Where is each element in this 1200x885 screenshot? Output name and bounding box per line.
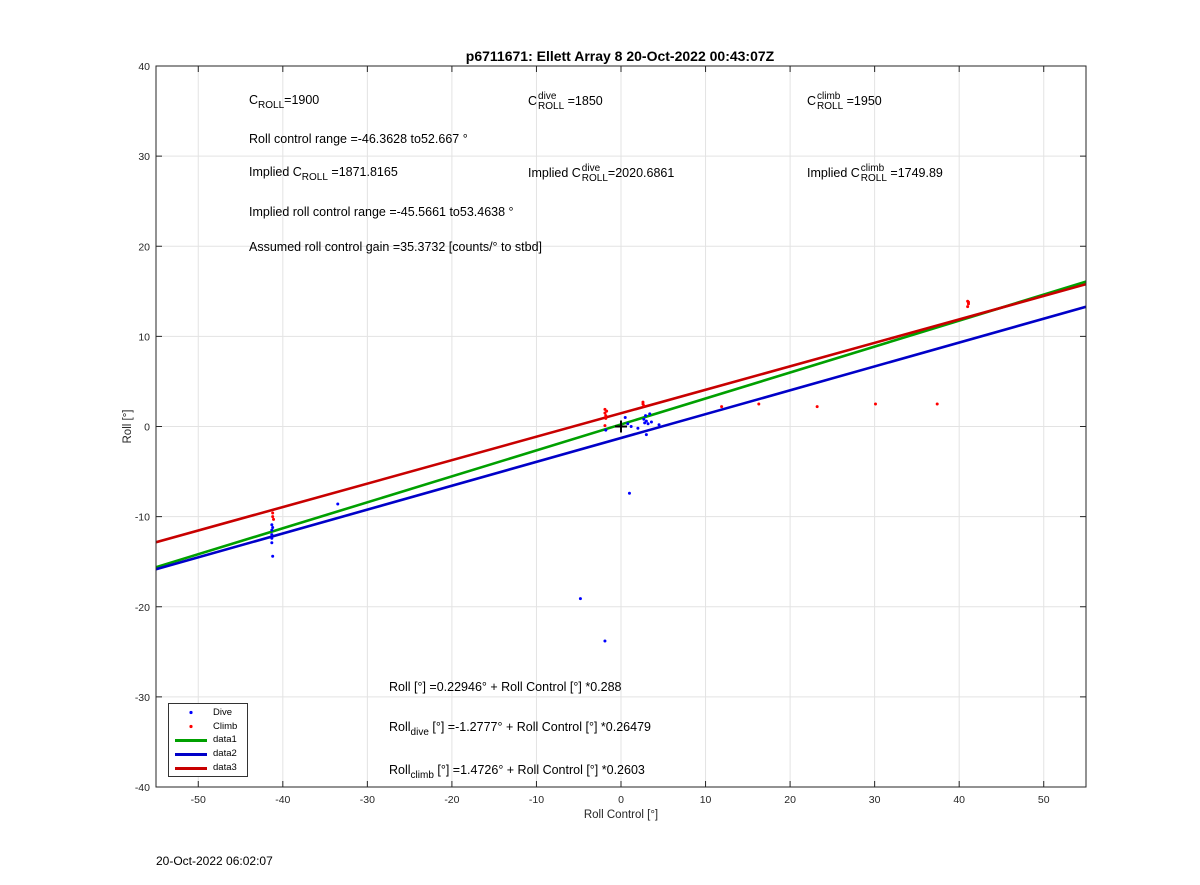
implied-range-annotation: Implied roll control range =-45.5661 to5… — [249, 205, 514, 219]
legend-item-climb: Climb — [169, 720, 245, 733]
y-tick-label: 0 — [144, 422, 150, 434]
point-climb — [757, 402, 761, 406]
point-climb — [604, 416, 608, 420]
legend-item-dive: Dive — [169, 706, 245, 719]
y-tick-label: -40 — [135, 782, 150, 794]
y-tick-label: -10 — [135, 512, 150, 524]
x-tick-label: -10 — [529, 794, 544, 806]
point-dive — [270, 523, 274, 527]
x-tick-label: -50 — [191, 794, 206, 806]
footer-timestamp: 20-Oct-2022 06:02:07 — [156, 854, 273, 868]
point-dive — [270, 528, 274, 532]
point-dive — [626, 422, 630, 426]
point-dive — [636, 426, 640, 430]
fit-all-annotation: Roll [°] =0.22946° + Roll Control [°] *0… — [389, 680, 622, 694]
point-dive — [644, 414, 648, 418]
point-climb — [603, 424, 607, 428]
point-dive — [627, 491, 631, 495]
point-dive — [270, 541, 274, 545]
legend-label-climb: Climb — [213, 721, 238, 732]
point-dive — [271, 554, 275, 558]
origin-marker — [615, 420, 627, 433]
point-climb — [873, 402, 877, 406]
point-dive — [623, 415, 627, 419]
point-climb — [271, 511, 275, 515]
legend-item-data2: data2 — [169, 747, 245, 760]
point-dive — [271, 525, 275, 529]
point-dive — [270, 536, 274, 540]
y-tick-label: 20 — [138, 241, 150, 253]
point-dive — [657, 423, 661, 427]
plot-layer — [156, 280, 1086, 643]
fit-dive-annotation: Rolldive [°] =-1.2777° + Roll Control [°… — [389, 720, 651, 738]
point-dive — [603, 639, 607, 643]
implied-c-roll-annotation: Implied CROLL =1871.8165 — [249, 165, 398, 183]
legend-item-data1: data1 — [169, 733, 245, 746]
legend-label-data3: data3 — [213, 762, 237, 773]
chart-title: p6711671: Ellett Array 8 20-Oct-2022 00:… — [465, 48, 775, 64]
roll-control-range-annotation: Roll control range =-46.3628 to52.667 ° — [249, 132, 468, 146]
fit-line-data2 — [156, 305, 1086, 571]
point-climb — [966, 305, 970, 309]
x-tick-label: 20 — [784, 794, 796, 806]
x-tick-label: 40 — [953, 794, 965, 806]
y-axis-label: Roll [°] — [122, 410, 134, 444]
point-dive — [629, 425, 633, 428]
point-climb — [604, 414, 608, 418]
point-dive — [578, 597, 582, 601]
x-tick-label: -20 — [444, 794, 459, 806]
point-dive — [642, 417, 646, 421]
x-axis-label: Roll Control [°] — [584, 809, 658, 821]
point-climb — [272, 517, 276, 521]
c-roll-annotation: CROLL=1900 — [249, 93, 320, 111]
point-dive — [644, 419, 648, 423]
y-tick-label: 40 — [138, 61, 150, 73]
point-dive — [270, 533, 274, 537]
point-climb — [271, 515, 275, 519]
x-tick-label: 0 — [618, 794, 624, 806]
point-climb — [641, 402, 645, 406]
point-climb — [815, 405, 819, 409]
fit-line-data3 — [156, 282, 1086, 544]
gain-annotation: Assumed roll control gain =35.3732 [coun… — [249, 240, 543, 254]
legend-label-dive: Dive — [213, 707, 233, 718]
point-climb — [720, 405, 724, 409]
point-dive — [646, 422, 650, 426]
x-tick-label: 30 — [869, 794, 881, 806]
point-dive — [336, 502, 340, 506]
legend-label-data2: data2 — [213, 748, 237, 759]
fit-climb-annotation: Rollclimb [°] =1.4726° + Roll Control [°… — [389, 763, 645, 781]
legend-label-data1: data1 — [213, 734, 237, 745]
x-tick-label: 50 — [1038, 794, 1050, 806]
legend-item-data3: data3 — [169, 761, 245, 774]
x-tick-label: 10 — [700, 794, 712, 806]
x-tick-label: -40 — [275, 794, 290, 806]
y-tick-label: -20 — [135, 602, 150, 614]
point-climb — [966, 300, 970, 304]
y-tick-label: 10 — [138, 331, 150, 343]
point-dive — [648, 412, 652, 416]
point-dive — [644, 433, 648, 437]
x-tick-label: -30 — [360, 794, 375, 806]
point-climb — [935, 402, 939, 406]
y-tick-label: 30 — [138, 151, 150, 163]
point-dive — [649, 420, 653, 424]
y-tick-label: -30 — [135, 692, 150, 704]
point-climb — [605, 409, 609, 413]
chart-legend: Dive Climb data1 data2 data3 — [168, 703, 248, 777]
point-dive — [604, 428, 608, 432]
